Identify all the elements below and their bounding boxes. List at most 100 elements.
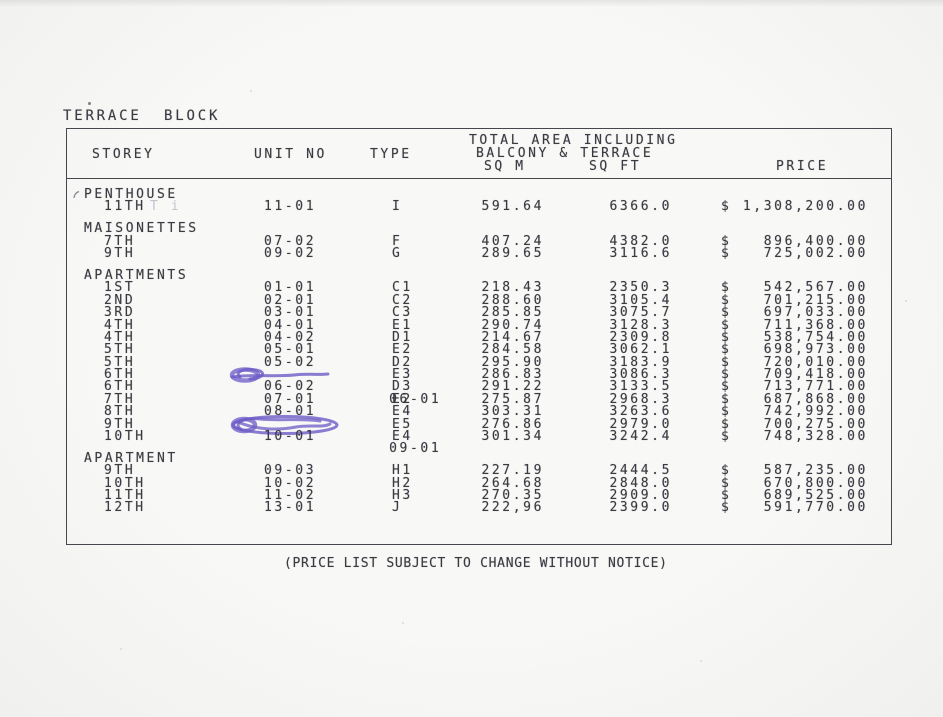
scan-edge-shading xyxy=(0,0,943,7)
unit-no-cell: 05-02 xyxy=(264,354,317,370)
sqft-cell: 2350.3 xyxy=(609,280,672,296)
type-cell: E4 xyxy=(392,429,413,445)
type-cell: H2 xyxy=(392,475,413,491)
header-area-line2: BALCONY & TERRACE xyxy=(476,146,654,161)
table-row: 4TH 04-01 E1 290.74 3128.3 $711,368.00 xyxy=(67,317,891,333)
price-cell: $896,400.00 xyxy=(721,234,868,248)
price-cell: $670,800.00 xyxy=(721,475,868,491)
price-amount: 687,868.00 xyxy=(763,391,868,407)
currency-symbol: $ xyxy=(721,416,732,432)
price-amount: 725,002.00 xyxy=(763,246,868,262)
footer-note: (PRICE LIST SUBJECT TO CHANGE WITHOUT NO… xyxy=(284,556,668,571)
unit-no-cell: 10-02 xyxy=(264,475,317,491)
sqm-cell: 275.87 xyxy=(481,391,544,407)
storey-cell: 3RD xyxy=(104,305,136,321)
table-row: 3RD 03-01 C3 285.85 3075.7 $697,033.00 xyxy=(67,305,891,321)
storey-cell: 10TH xyxy=(104,475,146,491)
sqm-cell: 276.86 xyxy=(481,416,544,432)
price-amount: 748,328.00 xyxy=(763,429,868,445)
price-amount: 1,308,200.00 xyxy=(742,199,868,215)
unit-no-cell: 06-02 xyxy=(264,379,317,395)
currency-symbol: $ xyxy=(721,391,732,407)
table-row: 5TH 05-02 D2 295.90 3183.9 $720,010.00 xyxy=(67,354,891,370)
currency-symbol: $ xyxy=(721,342,732,358)
type-cell: C1 xyxy=(392,280,413,296)
paper-speckle xyxy=(402,622,404,624)
type-cell: E3 xyxy=(392,367,413,383)
storey-cell: 4TH xyxy=(104,329,136,345)
price-amount: 689,525.00 xyxy=(763,488,868,504)
sqm-cell: 222,96 xyxy=(481,500,544,516)
price-cell: $701,215.00 xyxy=(721,292,868,308)
sqft-cell: 3062.1 xyxy=(609,342,672,358)
table-row: 10TH 10-02 H2 264.68 2848.0 $670,800.00 xyxy=(67,475,891,491)
currency-symbol: $ xyxy=(721,354,732,370)
currency-symbol: $ xyxy=(721,280,732,296)
price-cell: $711,368.00 xyxy=(721,317,868,333)
price-amount: 697,033.00 xyxy=(763,305,868,321)
sqm-cell: 214.67 xyxy=(481,329,544,345)
price-amount: 591,770.00 xyxy=(763,500,868,516)
sqft-cell: 2909.0 xyxy=(609,488,672,504)
sqm-cell: 286.83 xyxy=(481,367,544,383)
sqm-cell: 227.19 xyxy=(481,463,544,479)
unit-no-cell: 08-01 xyxy=(264,404,317,420)
price-cell: $697,033.00 xyxy=(721,305,868,321)
price-amount: 720,010.00 xyxy=(763,354,868,370)
unit-no-cell: 01-01 xyxy=(264,280,317,296)
type-cell: D3 xyxy=(392,379,413,395)
header-sq-ft: SQ FT xyxy=(589,159,642,174)
unit-no-cell: 07-02 xyxy=(264,233,317,249)
unit-no-cell: 09-02 xyxy=(264,246,317,262)
sqft-cell: 3133.5 xyxy=(609,379,672,395)
sqft-cell: 3242.4 xyxy=(609,429,672,445)
storey-cell: 6TH xyxy=(104,379,136,395)
sqm-cell: 270.35 xyxy=(481,488,544,504)
paper-speckle xyxy=(905,300,907,302)
price-cell: $748,328.00 xyxy=(721,429,868,445)
sqm-cell: 218.43 xyxy=(481,280,544,296)
storey-cell: 5TH xyxy=(104,342,136,358)
paper-speckle xyxy=(88,102,91,105)
sqft-cell: 2979.0 xyxy=(609,416,672,432)
price-cell: $709,418.00 xyxy=(721,367,868,383)
type-cell: H3 xyxy=(392,488,413,504)
sqft-cell: 3128.3 xyxy=(609,317,672,333)
sqm-cell: 288.60 xyxy=(481,292,544,308)
price-cell: $1,308,200.00 xyxy=(721,199,868,215)
section-penthouse: PENTHOUSE 11TH T i 11-01 I 591.64 6366.0… xyxy=(67,188,891,215)
currency-symbol: $ xyxy=(721,379,732,395)
currency-symbol: $ xyxy=(721,475,732,491)
price-amount: 701,215.00 xyxy=(763,292,868,308)
sqm-cell: 289.65 xyxy=(481,246,544,262)
sqm-cell: 284.58 xyxy=(481,342,544,358)
sqft-cell: 6366.0 xyxy=(609,199,672,215)
price-table: STOREY UNIT NO TYPE TOTAL AREA INCLUDING… xyxy=(66,128,892,545)
price-cell: $538,754.00 xyxy=(721,329,868,345)
price-amount: 698,973.00 xyxy=(763,342,868,358)
sqft-cell: 2848.0 xyxy=(609,475,672,491)
paper-speckle xyxy=(120,648,122,650)
page-title: TERRACE BLOCK xyxy=(63,108,221,124)
table-row: 7TH 07-02 F 407.24 4382.0 $896,400.00 xyxy=(67,233,891,249)
paper-speckle xyxy=(250,90,252,92)
price-cell: $542,567.00 xyxy=(721,280,868,296)
unit-no-cell: 11-02 xyxy=(264,488,317,504)
currency-symbol: $ xyxy=(721,329,732,345)
currency-symbol: $ xyxy=(721,404,732,420)
unit-no-cell: 04-02 xyxy=(264,329,317,345)
table-row: 7TH 07-01 E2 275.87 2968.3 $687,868.00 xyxy=(67,391,891,407)
price-amount: 709,418.00 xyxy=(763,367,868,383)
table-row: 6TH 06-02 D3 291.22 3133.5 $713,771.00 xyxy=(67,379,891,395)
currency-symbol: $ xyxy=(721,292,732,308)
currency-symbol: $ xyxy=(721,317,732,333)
price-cell: $591,770.00 xyxy=(721,500,868,516)
table-body: PENTHOUSE 11TH T i 11-01 I 591.64 6366.0… xyxy=(67,179,891,515)
section-apartments: APARTMENTS 1ST 01-01 C1 218.43 2350.3 $5… xyxy=(67,267,891,456)
section-label: APARTMENTS xyxy=(84,267,189,283)
currency-symbol: $ xyxy=(721,463,732,479)
header-price: PRICE xyxy=(776,159,829,174)
currency-symbol: $ xyxy=(721,305,732,321)
type-cell: G xyxy=(392,246,403,262)
